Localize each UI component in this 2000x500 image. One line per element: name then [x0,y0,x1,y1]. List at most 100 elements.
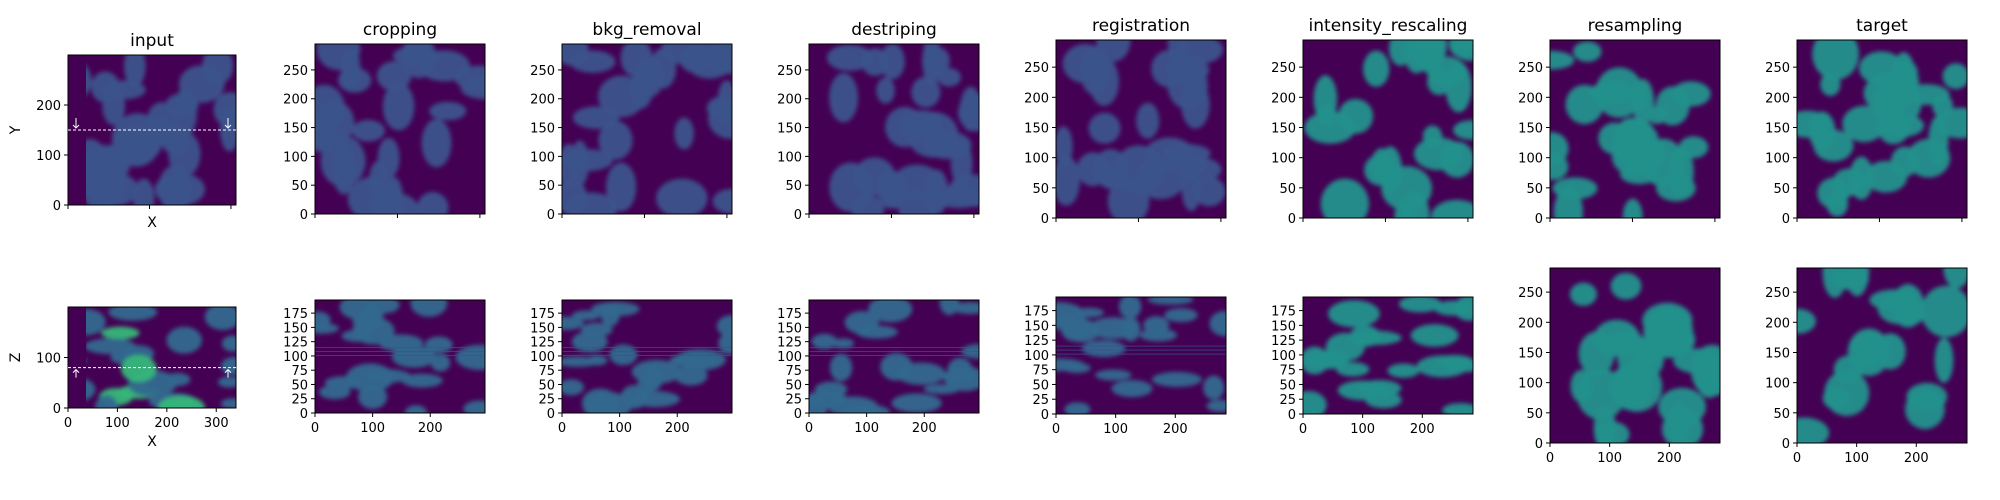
blob [923,383,961,395]
blob [1411,40,1448,69]
blob [1690,344,1720,397]
x-tick-label: 0 [558,421,566,436]
blob [1176,154,1206,175]
blob [1442,403,1473,414]
y-tick-label: 175 [283,307,308,322]
y-tick-label: 50 [1773,407,1790,422]
axes-frame [561,43,733,215]
y-tick-label: 0 [1041,408,1049,423]
axes-xy: 0 100 200 [36,54,237,214]
y-tick-label: 0 [1782,212,1790,227]
blob [1831,268,1869,290]
y-tick-label: 200 [530,93,555,108]
y-tick-label: 0 [1288,408,1296,423]
y-tick-label: 0 [53,402,61,417]
y-tick-label: 175 [530,307,555,322]
blob [339,300,378,320]
blob [947,357,973,384]
blob [1641,138,1685,187]
blob [1642,302,1693,340]
blobs [68,55,236,205]
blob [220,398,236,408]
blob [844,311,880,334]
y-tick-label: 125 [1271,334,1296,349]
blobs [562,44,732,214]
blobs [809,300,979,413]
y-tick-label: 50 [291,378,308,393]
blob [1647,106,1668,125]
y-tick-label: 50 [1526,407,1543,422]
y-tick-label: 250 [777,64,802,79]
blob [221,335,236,352]
y-axis-label: Y [8,125,24,135]
y-tick-label: 0 [1535,212,1543,227]
x-tick-label: 0 [1546,451,1554,466]
blob [674,117,694,150]
blob [401,373,443,388]
blob [1572,41,1602,62]
blob [587,355,608,366]
blob [103,80,146,100]
y-tick-label: 75 [1032,364,1049,379]
y-tick-label: 100 [1765,152,1790,167]
y-tick-label: 75 [785,364,802,379]
panel-resampling: resampling 0 50 100 150 200 250 0 50 100 150 200 250… [1518,16,1721,466]
panel-registration: registration0501001502002500255075100125… [1024,16,1227,437]
axes-frame [314,299,486,414]
blob [1431,199,1473,218]
y-tick-label: 75 [291,364,308,379]
y-tick-label: 25 [538,393,555,408]
blob [1357,379,1402,397]
y-tick-label: 0 [300,208,308,223]
image-xy [562,44,732,214]
y-tick-label: 175 [1024,305,1049,320]
image-xy [809,44,979,214]
blob [154,172,205,205]
blob [1550,50,1575,70]
blob [718,332,732,355]
x-tick-label: 100 [105,416,130,431]
blob [1906,138,1951,178]
y-tick-label: 150 [1765,346,1790,361]
panel-intensity_rescaling: intensity_rescaling050100150200250025507… [1271,16,1474,437]
panel-title: registration [1092,16,1190,36]
image-xz [1056,297,1226,414]
arrow-down-icon [72,118,80,129]
y-tick-label: 150 [1024,319,1049,334]
y-tick-label: 200 [283,93,308,108]
y-tick-label: 25 [291,393,308,408]
y-tick-label: 100 [36,149,61,164]
y-tick-label: 200 [1024,91,1049,106]
blob [1622,198,1643,218]
x-tick-label: 200 [154,416,179,431]
blob [1797,308,1816,334]
blob [120,355,157,383]
blob [1056,126,1073,167]
y-tick-label: 0 [547,407,555,422]
axes-frame [1549,39,1721,219]
blob [868,300,913,323]
image-xy [68,55,236,205]
blob [204,307,236,331]
blob [1147,297,1194,305]
image-xy [1303,40,1473,218]
blob [939,300,960,316]
y-tick-label: 0 [1782,437,1790,452]
blob [157,395,205,408]
x-tick-label: 0 [311,421,319,436]
axes-xz: 0 100 0 100 200 300 [36,306,237,431]
axes-frame [808,43,980,215]
x-tick-label: 300 [204,416,229,431]
blob [580,322,613,337]
x-tick-label: 200 [1163,422,1188,437]
blob [1203,375,1225,400]
y-tick-label: 50 [538,378,555,393]
panel-cropping: cropping05010015020025002550751001251501… [283,20,486,436]
y-tick-label: 250 [1518,286,1543,301]
y-tick-label: 25 [1279,393,1296,408]
blobs [1797,40,1967,217]
image-xz [1797,268,1967,443]
blob [1336,362,1370,377]
blob [1313,75,1338,123]
